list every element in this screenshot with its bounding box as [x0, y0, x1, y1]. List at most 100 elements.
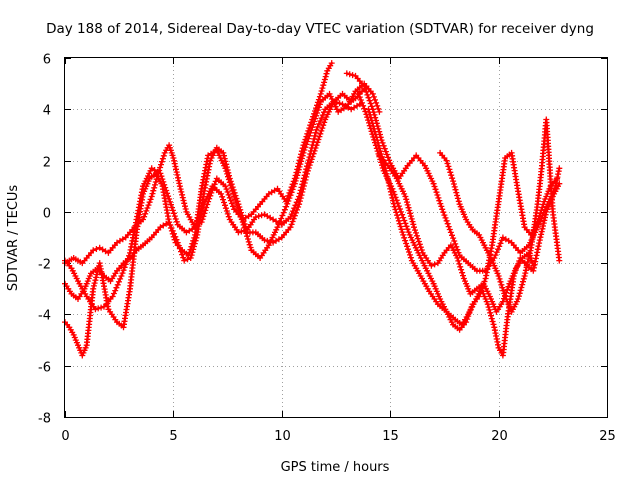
- data-point: [225, 173, 231, 180]
- data-point: [315, 104, 322, 111]
- data-point: [290, 183, 297, 190]
- data-point: [450, 235, 457, 242]
- data-point: [385, 179, 392, 186]
- data-point: [299, 152, 306, 159]
- data-point: [525, 256, 532, 262]
- data-point: [123, 258, 130, 265]
- data-point: [141, 213, 148, 220]
- data-point: [373, 134, 380, 141]
- data-point: [316, 93, 323, 100]
- data-point: [321, 79, 328, 86]
- data-point: [195, 215, 202, 222]
- data-point: [192, 224, 199, 231]
- data-point: [298, 184, 305, 191]
- data-point: [310, 121, 317, 128]
- data-point: [223, 208, 230, 214]
- data-point: [346, 71, 353, 78]
- data-point: [305, 135, 312, 142]
- data-point: [286, 195, 293, 202]
- data-point: [354, 88, 361, 95]
- data-point: [539, 204, 546, 211]
- data-point: [230, 190, 237, 197]
- data-point: [238, 216, 245, 223]
- data-point: [150, 187, 157, 194]
- data-point: [316, 101, 323, 108]
- data-point: [375, 142, 382, 149]
- data-point: [161, 181, 168, 188]
- data-point: [530, 262, 537, 269]
- data-point: [444, 220, 451, 227]
- series-4: [62, 98, 363, 313]
- data-point: [235, 204, 241, 211]
- data-point: [430, 180, 437, 187]
- data-point: [376, 145, 383, 152]
- data-point: [455, 198, 462, 205]
- data-point: [294, 172, 301, 179]
- data-point: [488, 312, 494, 319]
- data-point: [501, 290, 508, 297]
- data-point: [147, 196, 154, 203]
- data-point: [433, 189, 440, 196]
- data-point: [258, 212, 265, 219]
- data-point: [499, 284, 506, 291]
- data-point: [393, 209, 400, 216]
- x-tick-label: 25: [599, 429, 616, 444]
- data-point: [307, 129, 314, 136]
- data-point: [519, 281, 526, 288]
- data-point: [298, 155, 305, 162]
- data-point: [300, 149, 307, 156]
- data-point: [374, 137, 381, 144]
- data-point: [388, 191, 395, 198]
- data-point: [395, 217, 402, 224]
- data-point: [287, 224, 294, 231]
- data-point: [236, 210, 243, 217]
- data-point: [224, 170, 231, 177]
- data-point: [410, 221, 417, 228]
- data-point: [452, 186, 459, 193]
- data-point: [121, 264, 128, 271]
- y-tick-label: 2: [43, 156, 51, 171]
- data-point: [92, 306, 99, 313]
- data-point: [322, 73, 329, 80]
- data-point: [301, 172, 308, 179]
- x-tick-label: 5: [169, 429, 177, 444]
- data-point: [413, 229, 419, 236]
- data-point: [166, 219, 173, 226]
- data-point: [456, 260, 463, 267]
- data-point: [367, 100, 374, 107]
- data-point: [404, 243, 411, 250]
- data-point: [320, 122, 327, 129]
- data-point: [293, 199, 300, 206]
- data-point: [540, 201, 547, 208]
- data-point: [188, 243, 195, 250]
- y-tick-label: -8: [38, 412, 51, 427]
- data-point: [223, 186, 230, 193]
- data-point: [356, 94, 363, 101]
- data-point: [297, 161, 304, 168]
- data-point: [400, 231, 407, 238]
- series-9: [437, 116, 563, 315]
- data-point: [289, 208, 296, 215]
- data-point: [384, 173, 391, 180]
- data-point: [385, 176, 391, 183]
- data-point: [228, 200, 235, 207]
- data-point: [493, 336, 500, 342]
- data-point: [538, 228, 545, 235]
- data-point: [245, 238, 252, 245]
- data-point: [554, 175, 561, 182]
- data-point: [298, 158, 305, 165]
- data-point: [459, 269, 466, 276]
- data-point: [445, 223, 452, 230]
- data-point: [316, 133, 323, 140]
- data-point: [293, 175, 300, 182]
- data-point: [246, 241, 253, 248]
- data-point: [194, 218, 201, 225]
- data-point: [540, 223, 546, 229]
- data-point: [302, 144, 309, 151]
- data-point: [113, 284, 120, 291]
- data-point: [409, 218, 416, 225]
- data-point: [390, 200, 397, 207]
- data-point: [318, 88, 325, 94]
- data-point: [403, 240, 410, 247]
